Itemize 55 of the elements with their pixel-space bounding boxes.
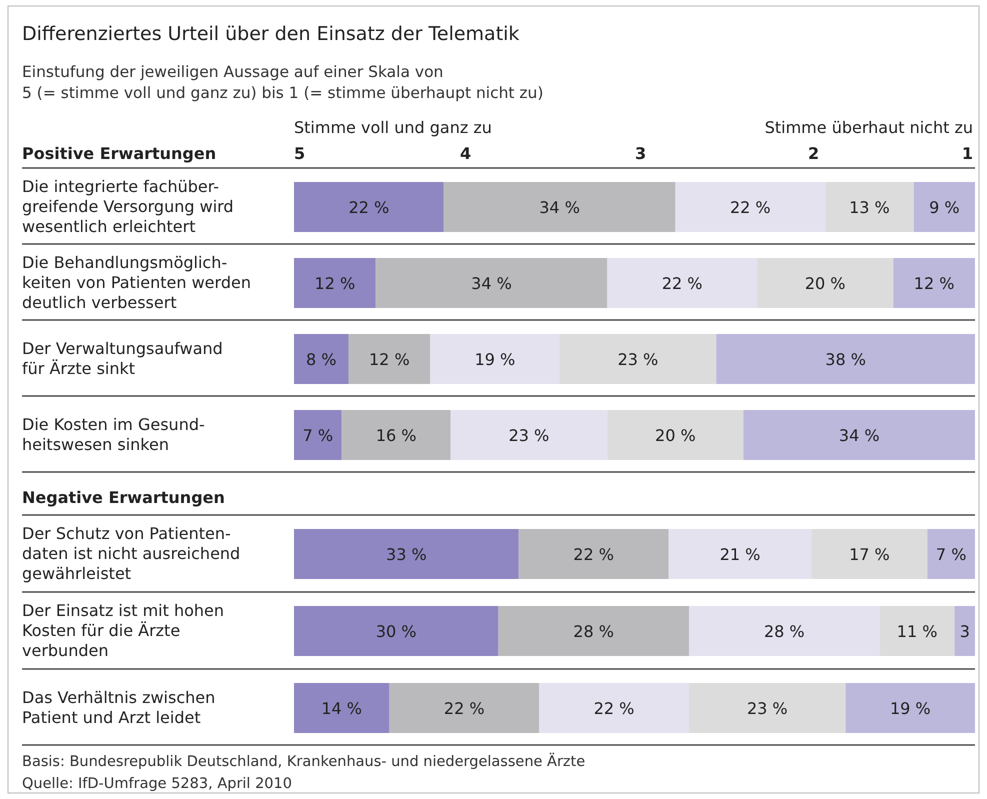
data-label: 34 % [471,274,512,293]
data-label: 34 % [838,426,880,445]
data-label: 19 % [890,699,931,718]
data-label: 23 % [618,350,658,369]
data-label: 21 % [720,545,760,564]
text: Negative Erwartungen [22,488,225,507]
y-tick-label: Die integrierte fachüber- greifende Versorgung wird wesentlich erleichtert [22,177,234,236]
data-label: 34 % [539,198,580,217]
data-label: 22 % [573,545,614,564]
annotation: 3 [635,144,646,163]
y-tick-label: Das Verhältnis zwischen Patient und Arzt leidet [22,688,216,727]
text: Stimme überhaut nicht zu [764,118,973,137]
data-label: 28 % [764,622,805,641]
text: Basis: Bundesrepublik Deutschland, Krankenhaus- und niedergelassene Ärzte [22,752,586,770]
data-label: 3 [960,622,970,641]
text: Positive Erwartungen [22,144,216,163]
y-tick-label: Der Schutz von Patienten- daten ist nicht ausreichend gewährleistet [22,524,240,583]
chart-title: Differenziertes Urteil über den Einsatz der Telematik [22,23,520,45]
data-label: 12 % [314,274,356,293]
y-tick-label: Die Kosten im Gesund- heitswesen sinken [22,415,205,454]
chart-subtitle: Einstufung der jeweiligen Aussage auf einer Skala von 5 (= stimme voll und ganz zu) bis 1 (= stimme überhaupt nicht zu) [22,63,544,102]
data-label: 23 % [508,426,550,445]
y-tick-label: Der Verwaltungsaufwand für Ärzte sinkt [22,339,223,378]
data-label: 16 % [376,426,416,445]
data-label: 30 % [376,622,416,641]
annotation: 1 [962,144,973,163]
data-label: 23 % [746,699,788,718]
source-note: Quelle: IfD-Umfrage 5283, April 2010 [22,776,292,792]
data-label: 7 % [936,545,966,564]
data-label: 28 % [573,622,614,641]
data-label: 33 % [386,545,427,564]
annotation: 2 [808,144,820,163]
y-tick-label: Die Behandlungsmöglich- keiten von Patienten werden deutlich verbessert [22,253,251,312]
data-label: 13 % [849,198,890,217]
data-label: 22 % [348,198,390,217]
data-label: 14 % [321,699,362,718]
data-label: 12 % [914,274,954,293]
data-label: 20 % [804,274,846,293]
annotation: 5 [294,144,306,163]
data-label: 22 % [730,198,771,217]
data-label: 22 % [662,274,702,293]
data-label: 9 % [929,198,960,217]
data-label: 20 % [655,426,696,445]
data-label: 7 % [302,426,334,445]
data-label: 12 % [369,350,410,369]
data-label: 11 % [896,622,938,641]
data-label: 19 % [474,350,516,369]
y-tick-label: Der Einsatz ist mit hohen Kosten für die Ärzte verbunden [22,601,224,660]
data-label: 17 % [849,545,890,564]
data-label: 8 % [306,350,336,369]
annotation: 4 [460,144,472,163]
data-label: 38 % [825,350,866,369]
text: Stimme voll und ganz zu [294,118,492,137]
data-label: 22 % [594,699,634,718]
data-label: 22 % [444,699,485,718]
